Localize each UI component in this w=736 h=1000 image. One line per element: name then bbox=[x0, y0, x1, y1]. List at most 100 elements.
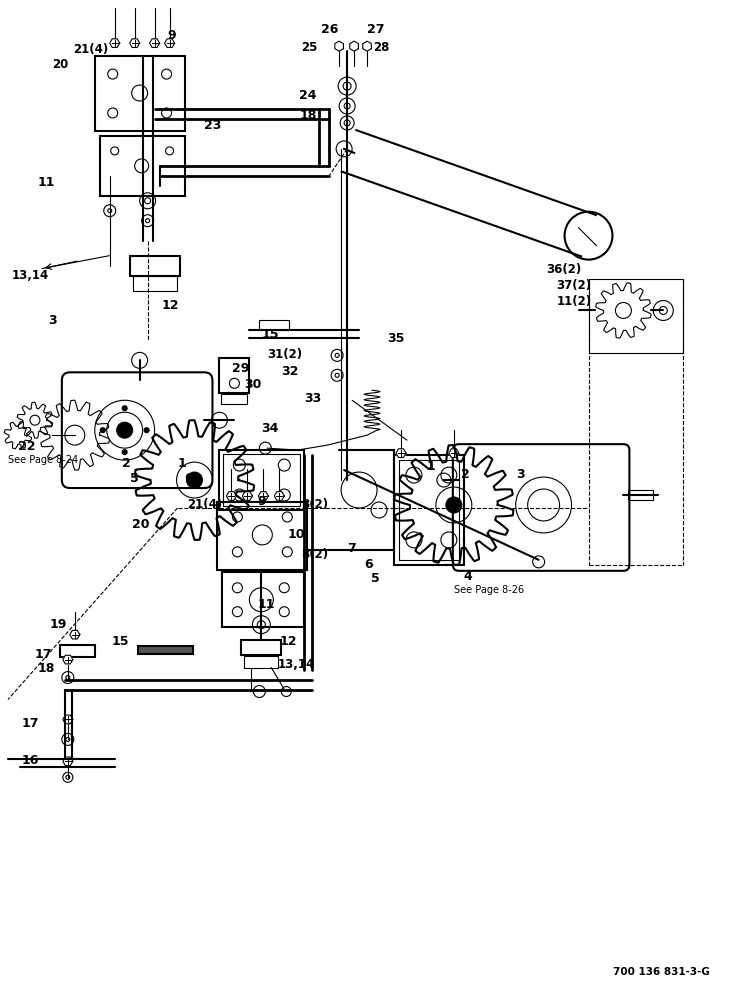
Bar bbox=[244, 656, 278, 668]
Bar bbox=[629, 490, 654, 500]
Polygon shape bbox=[63, 655, 73, 664]
Text: 5: 5 bbox=[371, 572, 380, 585]
FancyBboxPatch shape bbox=[453, 444, 629, 571]
Polygon shape bbox=[165, 39, 174, 47]
Polygon shape bbox=[63, 757, 73, 766]
Text: 8(2): 8(2) bbox=[301, 548, 328, 561]
Text: 7: 7 bbox=[347, 542, 356, 555]
Bar bbox=[138, 646, 193, 654]
Text: 32: 32 bbox=[281, 365, 299, 378]
Bar bbox=[589, 279, 683, 353]
Polygon shape bbox=[275, 492, 284, 500]
Circle shape bbox=[446, 497, 461, 513]
Text: 24: 24 bbox=[300, 89, 316, 102]
Text: 28: 28 bbox=[373, 41, 389, 54]
Polygon shape bbox=[449, 449, 459, 457]
Bar bbox=[224, 454, 300, 506]
Bar bbox=[219, 358, 250, 393]
Text: 26: 26 bbox=[321, 23, 339, 36]
Text: 30: 30 bbox=[244, 378, 262, 391]
Polygon shape bbox=[63, 715, 73, 724]
Text: 34: 34 bbox=[261, 422, 279, 435]
Polygon shape bbox=[149, 39, 160, 47]
Polygon shape bbox=[130, 39, 140, 47]
Text: 16: 16 bbox=[22, 754, 39, 767]
Text: 13,14: 13,14 bbox=[277, 658, 314, 671]
Text: 25: 25 bbox=[301, 41, 318, 54]
Text: 21(4): 21(4) bbox=[188, 498, 223, 511]
Text: 11(2): 11(2) bbox=[556, 295, 592, 308]
Polygon shape bbox=[335, 41, 344, 51]
Text: 11: 11 bbox=[258, 598, 275, 611]
Bar bbox=[132, 276, 177, 291]
Text: 33: 33 bbox=[304, 392, 322, 405]
Text: See Page 8-26: See Page 8-26 bbox=[454, 585, 524, 595]
Bar bbox=[219, 450, 304, 510]
Text: 3: 3 bbox=[48, 314, 57, 327]
Bar bbox=[60, 645, 95, 657]
Text: 1: 1 bbox=[177, 457, 186, 470]
Text: 2: 2 bbox=[461, 468, 470, 481]
Text: 12: 12 bbox=[279, 635, 297, 648]
Text: 13,14: 13,14 bbox=[12, 269, 49, 282]
Text: 3: 3 bbox=[517, 468, 526, 481]
Text: 36(2): 36(2) bbox=[547, 263, 582, 276]
Bar bbox=[222, 394, 247, 404]
Bar bbox=[399, 460, 459, 560]
Polygon shape bbox=[350, 41, 358, 51]
Text: 23: 23 bbox=[205, 119, 222, 132]
Text: 15: 15 bbox=[112, 635, 130, 648]
Text: 10: 10 bbox=[287, 528, 305, 541]
Text: 21(4): 21(4) bbox=[73, 43, 108, 56]
Polygon shape bbox=[363, 41, 372, 51]
Text: 6: 6 bbox=[364, 558, 372, 571]
Text: See Page 8-24: See Page 8-24 bbox=[8, 455, 78, 465]
Bar bbox=[241, 640, 281, 655]
Circle shape bbox=[122, 450, 127, 455]
Polygon shape bbox=[227, 492, 236, 500]
Circle shape bbox=[144, 428, 149, 433]
Text: 31(2): 31(2) bbox=[267, 348, 302, 361]
Text: 6: 6 bbox=[185, 472, 193, 485]
FancyBboxPatch shape bbox=[62, 372, 213, 488]
Text: 15: 15 bbox=[261, 328, 279, 341]
Bar bbox=[95, 56, 185, 131]
Polygon shape bbox=[110, 39, 120, 47]
Circle shape bbox=[186, 472, 202, 488]
Text: 700 136 831-3-G: 700 136 831-3-G bbox=[613, 967, 710, 977]
Text: 17: 17 bbox=[22, 717, 40, 730]
Text: 17: 17 bbox=[35, 648, 52, 661]
Text: 4: 4 bbox=[464, 570, 473, 583]
Text: 9: 9 bbox=[258, 495, 266, 508]
Text: 29: 29 bbox=[233, 362, 250, 375]
Text: 19: 19 bbox=[50, 618, 67, 631]
Circle shape bbox=[100, 428, 105, 433]
Text: 18: 18 bbox=[38, 662, 55, 675]
Text: 27: 27 bbox=[367, 23, 385, 36]
Text: 20: 20 bbox=[52, 58, 68, 71]
Polygon shape bbox=[396, 449, 406, 457]
Text: 12: 12 bbox=[162, 299, 179, 312]
Text: 22: 22 bbox=[18, 440, 35, 453]
Text: 1: 1 bbox=[427, 460, 436, 473]
Polygon shape bbox=[70, 630, 79, 639]
Bar bbox=[217, 502, 307, 570]
Bar bbox=[394, 455, 464, 565]
Bar bbox=[259, 320, 289, 330]
Text: 8(2): 8(2) bbox=[301, 498, 328, 511]
Text: 11: 11 bbox=[38, 176, 55, 189]
Circle shape bbox=[122, 406, 127, 411]
Text: 2: 2 bbox=[121, 457, 130, 470]
Text: 20: 20 bbox=[132, 518, 149, 531]
Circle shape bbox=[117, 422, 132, 438]
Polygon shape bbox=[242, 492, 252, 500]
Text: 37(2): 37(2) bbox=[556, 279, 592, 292]
Bar bbox=[130, 256, 180, 276]
Text: 9: 9 bbox=[168, 29, 176, 42]
Text: 35: 35 bbox=[387, 332, 404, 345]
Bar bbox=[100, 136, 185, 196]
Polygon shape bbox=[258, 492, 269, 500]
Text: 5: 5 bbox=[130, 472, 138, 485]
Text: 18: 18 bbox=[300, 109, 316, 122]
Bar bbox=[222, 572, 304, 627]
